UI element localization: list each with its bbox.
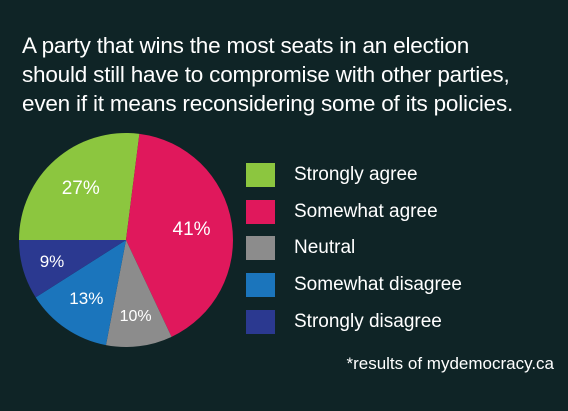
legend-label: Strongly disagree [294,311,442,332]
legend-item-somewhat-disagree: Somewhat disagree [246,272,556,300]
title-line: even if it means reconsidering some of i… [22,91,514,116]
pie-slice-neutral [105,240,172,347]
legend-swatch [246,200,275,224]
legend-label: Somewhat agree [294,201,438,222]
legend-item-neutral: Neutral [246,235,556,263]
pie-slice-strongly-agree [19,133,140,240]
legend-swatch [246,310,275,334]
chart-title: A party that wins the most seats in an e… [22,31,552,118]
pie-slice-somewhat-agree [126,133,233,337]
slice-data-label: 41% [173,219,211,240]
slice-data-label: 13% [69,289,103,308]
legend-item-strongly-disagree: Strongly disagree [246,309,556,337]
legend-swatch [246,163,275,187]
pie-slice-somewhat-disagree [35,240,126,346]
legend-swatch [246,273,275,297]
slice-data-label: 9% [40,252,65,271]
legend-item-strongly-agree: Strongly agree [246,162,556,190]
pie-slice-strongly-disagree [19,240,126,298]
legend-item-somewhat-agree: Somewhat agree [246,199,556,227]
legend-label: Neutral [294,237,356,258]
legend-label: Strongly agree [294,164,418,185]
slice-data-label: 27% [62,178,100,199]
slice-data-label: 10% [120,308,152,325]
title-line: should still have to compromise with oth… [22,62,510,87]
legend-swatch [246,236,275,260]
title-line: A party that wins the most seats in an e… [22,33,470,58]
source-note: *results of mydemocracy.ca [346,354,554,373]
legend-label: Somewhat disagree [294,274,462,295]
